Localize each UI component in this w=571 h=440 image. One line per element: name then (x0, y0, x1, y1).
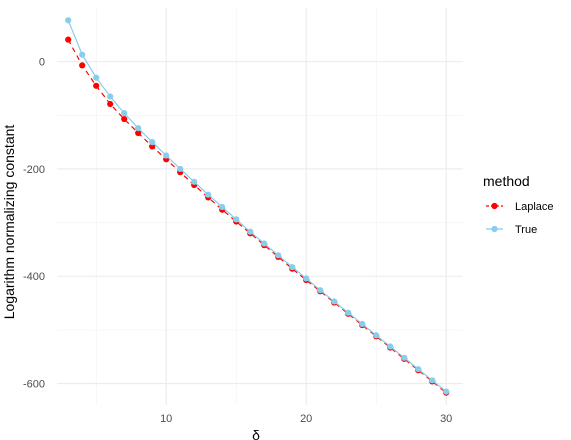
data-point-true (107, 93, 114, 100)
y-axis-title: Logarithm normalizing constant (1, 125, 17, 320)
data-point-true (65, 17, 72, 24)
data-point-true (233, 216, 240, 223)
x-axis-title: δ (252, 427, 260, 440)
data-point-laplace (79, 62, 86, 69)
data-point-true (93, 74, 100, 81)
x-tick-label: 30 (440, 413, 452, 425)
data-point-laplace (149, 143, 156, 150)
data-point-true (219, 203, 226, 211)
legend-point-true (491, 225, 498, 233)
data-point-true (79, 51, 86, 58)
legend: method Laplace True (483, 173, 554, 236)
data-point-true (247, 228, 254, 235)
x-axis-ticks: 10 20 30 (160, 413, 452, 425)
y-tick-label: -400 (23, 271, 45, 283)
data-point-true (289, 264, 296, 271)
data-point-true (345, 309, 352, 316)
data-point-true (387, 343, 394, 350)
series-layer (65, 17, 450, 396)
series-true (65, 17, 450, 395)
data-point-true (191, 178, 198, 185)
data-point-true (359, 320, 366, 328)
data-point-laplace (121, 115, 128, 123)
data-point-true (331, 298, 338, 305)
legend-title: method (483, 173, 530, 189)
x-tick-label: 10 (160, 413, 172, 425)
legend-key-laplace (486, 202, 503, 210)
y-axis-ticks: 0 -200 -400 -600 (23, 57, 45, 391)
data-point-true (443, 388, 450, 395)
grid (57, 8, 463, 405)
y-tick-label: 0 (39, 57, 45, 69)
data-point-true (401, 354, 408, 361)
data-point-true (261, 240, 268, 247)
data-point-true (177, 165, 184, 173)
data-point-true (149, 139, 156, 146)
y-tick-label: -200 (23, 164, 45, 176)
y-tick-label: -600 (23, 379, 45, 391)
data-point-true (205, 191, 212, 198)
legend-label-laplace: Laplace (515, 201, 554, 213)
data-point-laplace (135, 129, 142, 137)
data-point-true (163, 152, 170, 159)
data-point-true (275, 252, 282, 259)
data-point-true (373, 332, 380, 339)
legend-label-true: True (515, 224, 537, 236)
data-point-true (303, 275, 310, 282)
data-point-laplace (107, 100, 114, 108)
series-line-true (67, 20, 447, 393)
legend-key-true (486, 225, 503, 233)
legend-point-laplace (491, 202, 498, 210)
x-tick-label: 20 (300, 413, 312, 425)
data-point-true (415, 365, 422, 373)
data-point-true (429, 377, 436, 384)
data-point-true (135, 125, 142, 132)
data-point-laplace (93, 82, 100, 89)
data-point-true (317, 287, 324, 294)
data-point-true (121, 110, 128, 117)
data-point-laplace (65, 36, 72, 43)
